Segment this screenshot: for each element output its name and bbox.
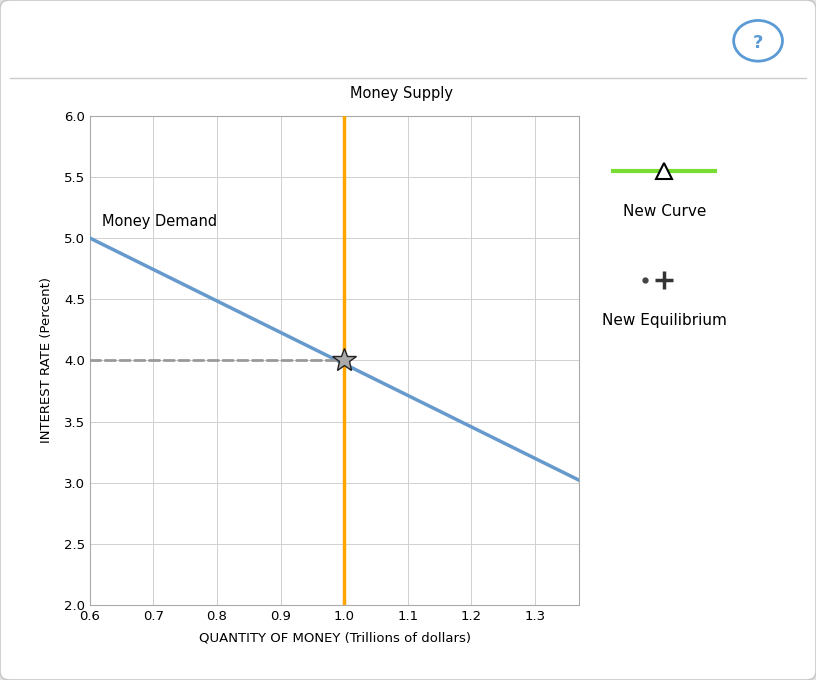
Y-axis label: INTEREST RATE (Percent): INTEREST RATE (Percent) (40, 277, 53, 443)
Text: ?: ? (753, 33, 763, 52)
X-axis label: QUANTITY OF MONEY (Trillions of dollars): QUANTITY OF MONEY (Trillions of dollars) (198, 632, 471, 645)
Text: New Equilibrium: New Equilibrium (601, 313, 727, 328)
Text: Money Supply: Money Supply (350, 86, 454, 101)
Text: New Curve: New Curve (623, 204, 706, 219)
Text: Money Demand: Money Demand (103, 214, 218, 229)
